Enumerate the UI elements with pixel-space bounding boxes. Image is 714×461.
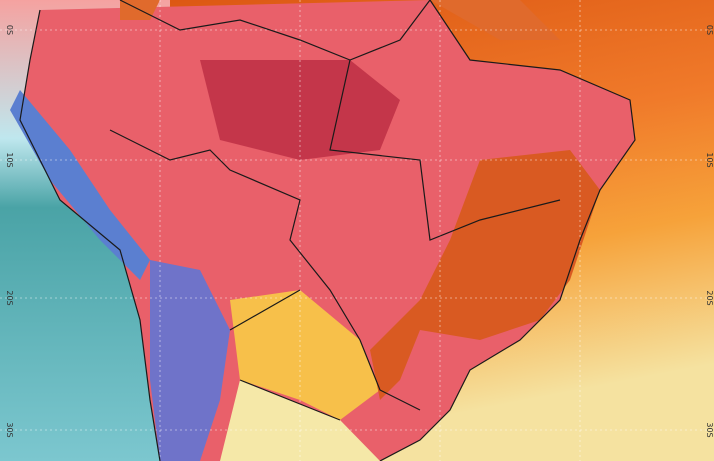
chaco-warm — [230, 290, 380, 420]
latitude-label: 20S — [5, 290, 14, 305]
latitude-labels: 0S 10S 20S 30S 0S 10S 20S 30S — [5, 25, 714, 438]
southeast-hot — [370, 150, 600, 400]
north-border — [119, 0, 431, 61]
internal-borders — [229, 59, 561, 421]
latitude-label: 10S — [705, 152, 714, 167]
latitude-label: 30S — [705, 422, 714, 437]
latitude-label: 10S — [5, 152, 14, 167]
andes-north — [10, 90, 150, 280]
andes-cold — [150, 260, 230, 461]
latitude-label: 30S — [5, 422, 14, 437]
coastline-east — [379, 0, 636, 461]
latitude-label: 20S — [705, 290, 714, 305]
latitude-label: 0S — [705, 25, 714, 35]
north-hot — [120, 0, 560, 40]
coastline-west — [19, 9, 161, 461]
brazil-border — [109, 129, 421, 411]
borders — [19, 0, 636, 461]
latitude-label: 0S — [5, 25, 14, 35]
